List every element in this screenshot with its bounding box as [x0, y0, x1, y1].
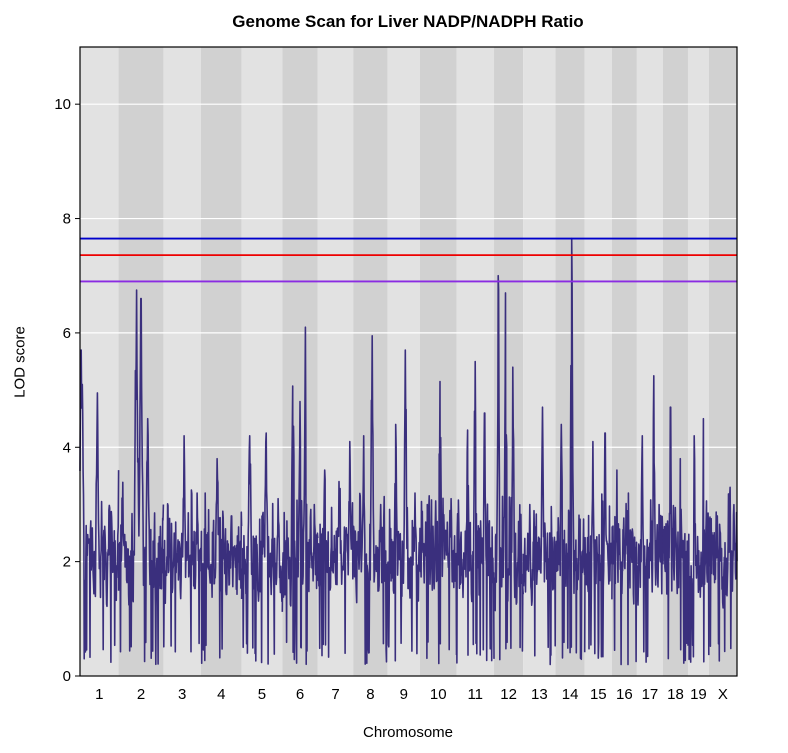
lod-series-chr17	[636, 374, 664, 663]
lod-series-chr19	[687, 417, 710, 663]
lod-series-chr6	[281, 326, 319, 666]
y-tick-label: 10	[54, 96, 71, 113]
lod-series-chrX	[708, 486, 738, 662]
lod-series-chr8	[352, 334, 389, 665]
lod-series-chr14	[554, 237, 586, 661]
x-tick-label: 17	[642, 686, 659, 703]
lod-series-chr12	[493, 274, 524, 661]
y-tick-label: 8	[63, 211, 71, 228]
x-tick-label: 15	[590, 686, 607, 703]
x-tick-label: X	[718, 686, 728, 703]
x-axis-label: Chromosome	[362, 724, 454, 741]
y-tick-label: 6	[63, 325, 71, 342]
x-tick-label: 11	[467, 686, 483, 703]
x-tick-label: 2	[137, 686, 145, 703]
y-tick-label: 4	[63, 439, 71, 456]
x-tick-label: 12	[500, 686, 517, 703]
lod-series-chr2	[117, 289, 165, 666]
y-tick-label: 2	[63, 554, 71, 571]
chart-title: Genome Scan for Liver NADP/NADPH Ratio	[232, 12, 584, 31]
x-tick-label: 18	[667, 686, 684, 703]
lod-series-chr5	[240, 432, 283, 665]
lod-series-chr3	[162, 434, 202, 653]
y-tick-label: 0	[63, 668, 71, 685]
x-tick-label: 4	[217, 686, 225, 703]
x-tick-label: 6	[296, 686, 304, 703]
x-tick-label: 13	[531, 686, 548, 703]
lod-series-chr4	[200, 457, 243, 665]
x-tick-label: 19	[690, 686, 707, 703]
x-tick-label: 7	[331, 686, 339, 703]
plot-frame	[79, 46, 738, 677]
x-tick-label: 8	[366, 686, 374, 703]
lod-series-chr7	[317, 440, 354, 658]
lod-series-chr18	[662, 406, 689, 664]
lod-series-chr16	[611, 469, 638, 666]
x-tick-label: 3	[178, 686, 186, 703]
lod-series-chr9	[386, 349, 421, 662]
x-tick-label: 9	[400, 686, 408, 703]
lod-series-chr15	[583, 432, 613, 659]
x-tick-label: 16	[616, 686, 633, 703]
x-tick-label: 5	[258, 686, 266, 703]
x-tick-label: 10	[430, 686, 447, 703]
lod-series-chr13	[522, 406, 557, 666]
lod-series-chr10	[419, 380, 458, 665]
x-tick-label: 1	[95, 686, 103, 703]
x-tick-label: 14	[562, 686, 579, 703]
lod-series-chr1	[79, 349, 120, 664]
lod-series-chr11	[455, 360, 495, 664]
